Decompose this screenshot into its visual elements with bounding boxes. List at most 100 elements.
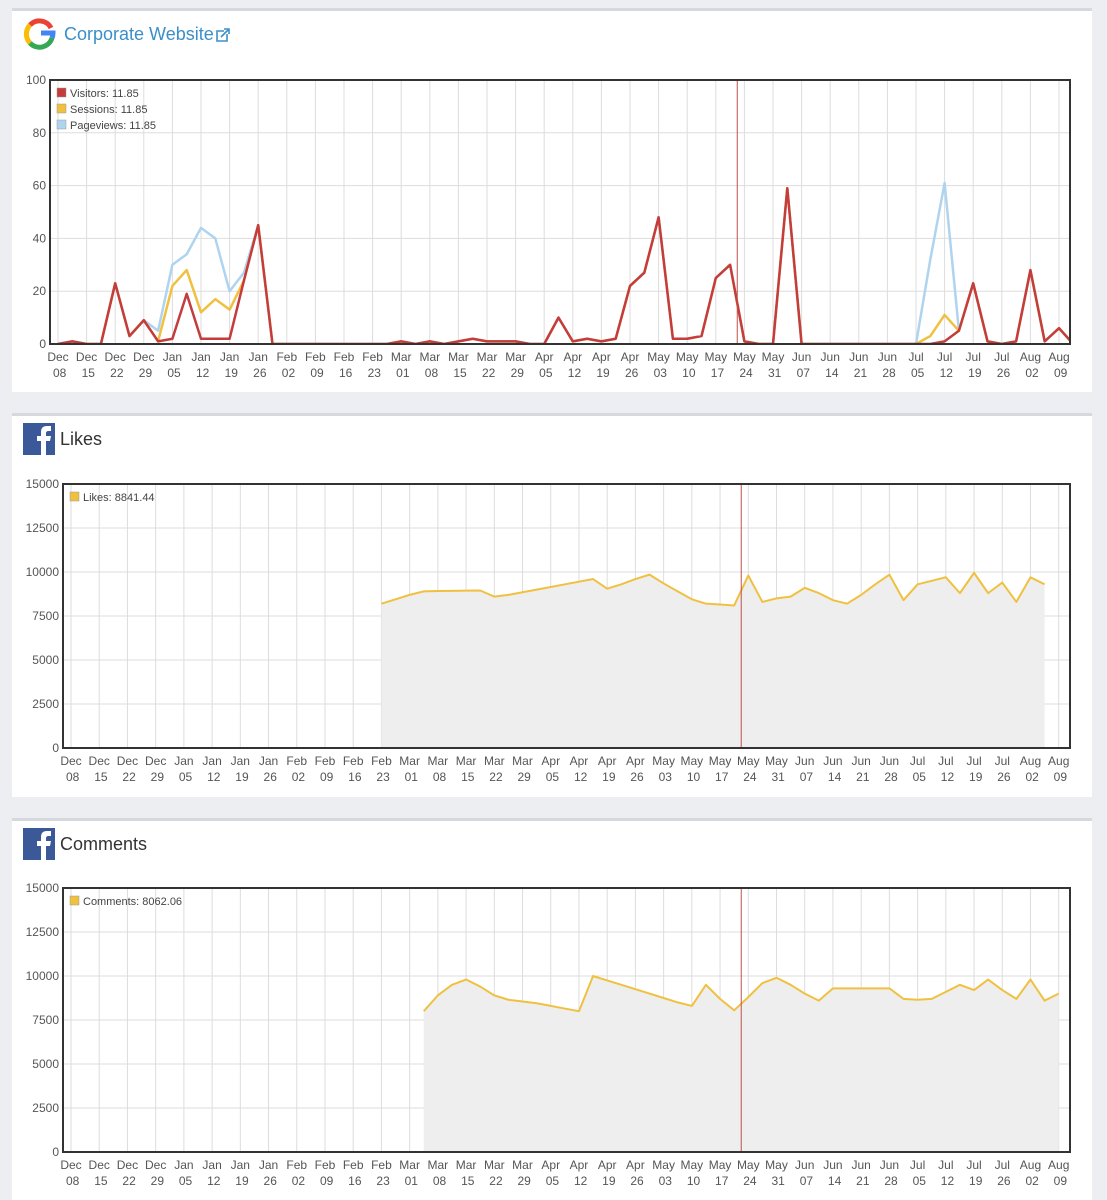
x-tick-label: Jun 14 <box>823 754 842 784</box>
x-tick-label: Jun 28 <box>878 350 897 380</box>
x-tick-label: Mar 22 <box>484 754 505 784</box>
x-tick-label: Feb 23 <box>371 754 392 784</box>
legend-swatch <box>56 87 67 98</box>
x-tick-label: Mar 08 <box>428 1158 449 1188</box>
x-tick-label: Feb 02 <box>286 1158 307 1188</box>
x-tick-label: May 17 <box>709 1158 732 1188</box>
x-tick-label: Feb 23 <box>371 1158 392 1188</box>
x-tick-label: Jul 26 <box>994 754 1011 784</box>
x-tick-label: Jun 21 <box>851 754 870 784</box>
x-tick-label: Aug 02 <box>1020 350 1041 380</box>
x-tick-label: Mar 15 <box>448 350 469 380</box>
x-tick-label: Mar 15 <box>456 754 477 784</box>
plot <box>423 888 1060 1152</box>
x-tick-label: May 31 <box>765 1158 788 1188</box>
x-tick-label: Dec 08 <box>47 350 68 380</box>
y-tick-label: 40 <box>33 231 47 245</box>
google-icon <box>23 18 56 50</box>
y-tick-label: 12500 <box>26 521 60 535</box>
plot <box>57 80 1070 344</box>
x-tick-label: May 03 <box>652 1158 675 1188</box>
x-tick-label: Mar 08 <box>419 350 440 380</box>
y-tick-label: 0 <box>39 337 46 351</box>
y-tick-label: 60 <box>33 179 47 193</box>
facebook-icon <box>23 423 55 455</box>
x-tick-label: Apr 26 <box>626 1158 645 1188</box>
x-tick-label: Apr 05 <box>541 754 560 784</box>
x-tick-label: Apr 26 <box>621 350 640 380</box>
x-tick-label: Apr 12 <box>570 1158 589 1188</box>
panel-title[interactable]: Corporate Website <box>64 24 214 44</box>
plot-frame <box>49 79 1071 345</box>
x-tick-label: Jan 12 <box>202 1158 221 1188</box>
x-tick-label: Jan 05 <box>163 350 182 380</box>
x-tick-label: Aug 02 <box>1020 1158 1041 1188</box>
y-tick-label: 100 <box>26 73 46 87</box>
x-tick-label: Jul 12 <box>937 754 954 784</box>
x-tick-label: Feb 09 <box>315 754 336 784</box>
x-tick-label: Aug 09 <box>1048 350 1069 380</box>
y-tick-label: 15000 <box>26 477 60 491</box>
x-tick-label: Apr 19 <box>598 1158 617 1188</box>
x-tick-label: May 17 <box>709 754 732 784</box>
x-tick-label: Jan 12 <box>191 350 210 380</box>
x-tick-label: Jun 07 <box>795 754 814 784</box>
y-tick-label: 20 <box>33 284 47 298</box>
x-tick-label: Jun 07 <box>795 1158 814 1188</box>
area <box>381 572 1045 748</box>
panel-border <box>12 8 1092 11</box>
y-tick-label: 0 <box>52 1145 59 1159</box>
x-tick-label: Feb 16 <box>343 754 364 784</box>
x-tick-label: Feb 09 <box>315 1158 336 1188</box>
plot <box>381 484 1046 748</box>
x-tick-label: Apr 19 <box>598 754 617 784</box>
x-tick-label: May 10 <box>676 350 699 380</box>
y-tick-label: 5000 <box>32 653 59 667</box>
x-tick-label: Mar 01 <box>399 754 420 784</box>
x-tick-label: Mar 29 <box>512 1158 533 1188</box>
x-tick-label: Jul 12 <box>936 350 953 380</box>
x-tick-label: May 31 <box>762 350 785 380</box>
y-tick-label: 80 <box>33 126 47 140</box>
x-tick-label: Apr 05 <box>535 350 554 380</box>
external-link-icon[interactable] <box>216 28 230 42</box>
x-tick-label: Feb 02 <box>276 350 297 380</box>
legend-label: Likes: 8841.44 <box>83 492 155 504</box>
legend-swatch <box>69 895 80 906</box>
x-tick-label: Dec 08 <box>60 1158 81 1188</box>
x-tick-label: Feb 16 <box>334 350 355 380</box>
legend-label: Comments: 8062.06 <box>83 896 182 908</box>
x-tick-label: Jan 19 <box>231 754 250 784</box>
plot-background <box>50 80 1070 344</box>
x-tick-label: Jan 19 <box>231 1158 250 1188</box>
x-tick-label: Dec 15 <box>89 754 110 784</box>
y-tick-label: 15000 <box>26 881 60 895</box>
x-tick-label: Aug 02 <box>1020 754 1041 784</box>
x-tick-label: Apr 19 <box>592 350 611 380</box>
x-tick-label: Jul 26 <box>994 1158 1011 1188</box>
x-tick-label: Feb 23 <box>362 350 383 380</box>
x-tick-label: Jun 14 <box>823 1158 842 1188</box>
legend-swatch <box>56 103 67 114</box>
x-tick-label: Mar 01 <box>399 1158 420 1188</box>
panel-border <box>12 413 1092 416</box>
x-tick-label: Jun 21 <box>849 350 868 380</box>
legend-label: Pageviews: 11.85 <box>70 120 156 132</box>
x-tick-label: Dec 29 <box>133 350 154 380</box>
legend-label: Sessions: 11.85 <box>70 104 147 116</box>
plot-frame <box>62 887 1071 1153</box>
x-tick-label: May 10 <box>681 1158 704 1188</box>
x-tick-label: Mar 01 <box>391 350 412 380</box>
x-tick-label: Feb 09 <box>305 350 326 380</box>
x-tick-label: Jan 26 <box>249 350 268 380</box>
x-tick-label: Apr 12 <box>570 754 589 784</box>
y-tick-label: 7500 <box>32 609 59 623</box>
x-tick-label: May 10 <box>681 754 704 784</box>
x-tick-label: Mar 29 <box>505 350 526 380</box>
x-tick-label: Jan 12 <box>202 754 221 784</box>
x-tick-label: Jul 12 <box>937 1158 954 1188</box>
x-tick-label: Jan 19 <box>220 350 239 380</box>
y-tick-label: 5000 <box>32 1057 59 1071</box>
